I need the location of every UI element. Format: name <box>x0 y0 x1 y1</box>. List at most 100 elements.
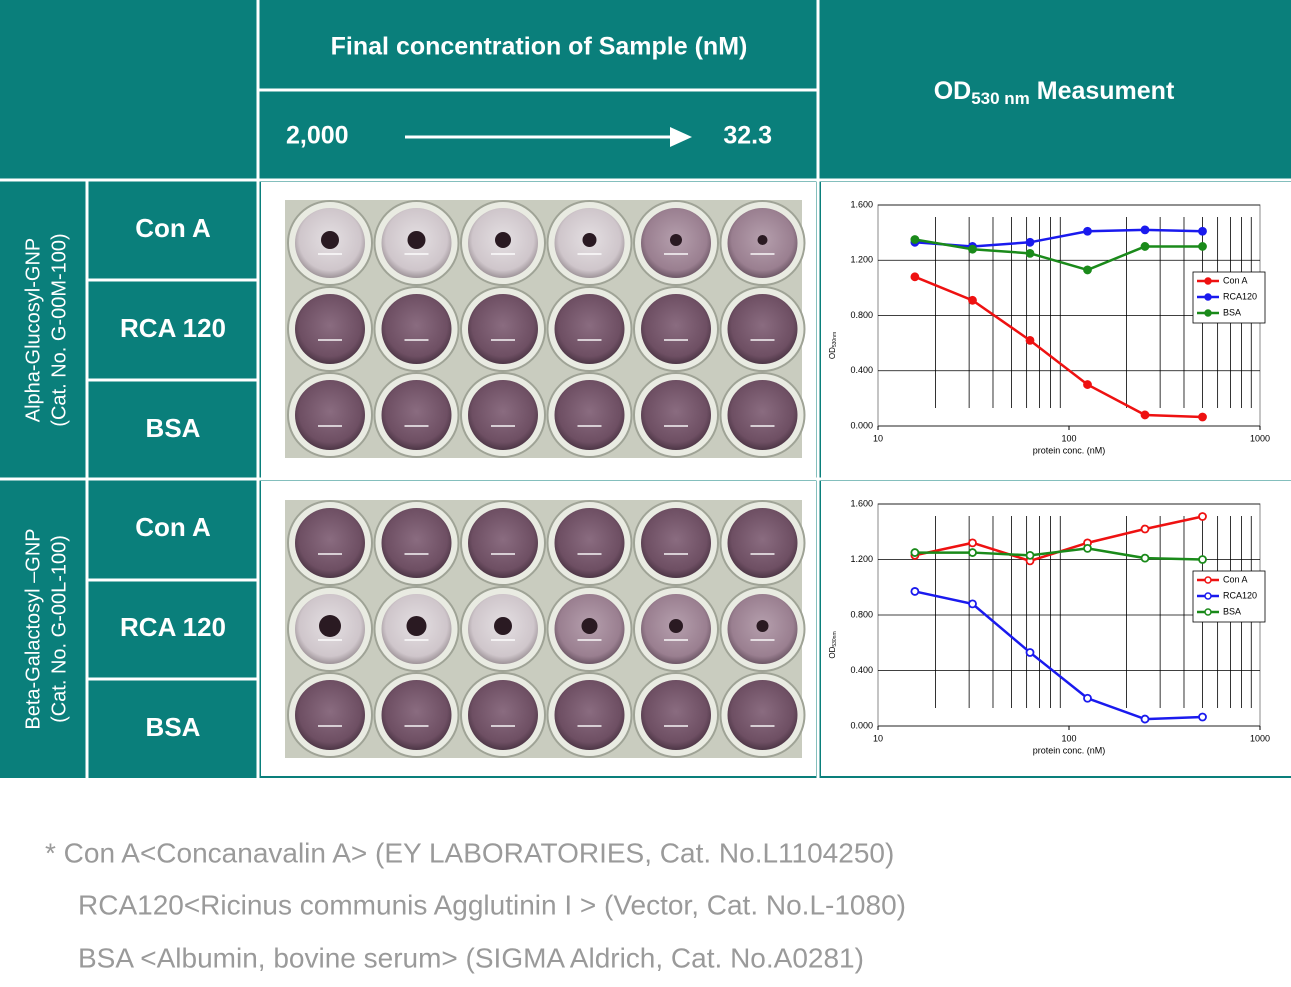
range-start: 2,000 <box>286 122 349 150</box>
legend-label: RCA120 <box>1223 291 1257 301</box>
series-line <box>914 228 1203 248</box>
x-tick-label: 100 <box>1061 433 1076 443</box>
well-glare <box>577 339 602 341</box>
footnote: * Con A<Concanavalin A> (EY LABORATORIES… <box>45 837 894 868</box>
row-label: BSA <box>146 712 201 742</box>
range-end: 32.3 <box>723 122 772 150</box>
well <box>381 380 452 450</box>
well-glare <box>491 639 515 641</box>
legend-label: RCA120 <box>1223 590 1257 600</box>
data-point <box>1083 380 1092 389</box>
well-glare <box>577 639 602 641</box>
y-axis-label: OD530nm <box>828 332 838 359</box>
y-tick-label: 0.000 <box>850 720 873 730</box>
data-point <box>1083 544 1092 553</box>
y-tick-label: 0.000 <box>850 420 873 430</box>
y-tick-label: 0.400 <box>850 365 873 375</box>
x-axis-label: protein conc. (nM) <box>1033 445 1106 455</box>
well-glare <box>750 553 775 555</box>
well-glare <box>404 339 429 341</box>
data-point <box>1198 226 1207 236</box>
data-point <box>1140 225 1150 235</box>
y-axis-label: OD530nm <box>828 631 838 658</box>
data-point <box>1140 524 1150 534</box>
data-point <box>1140 410 1150 420</box>
well-glare <box>318 339 342 341</box>
legend-label: Con A <box>1223 275 1248 285</box>
pellet <box>406 616 427 636</box>
data-point <box>910 548 920 557</box>
x-tick-label: 100 <box>1061 733 1076 743</box>
well-glare <box>491 725 515 727</box>
legend-label: Con A <box>1223 574 1248 584</box>
well-glare <box>750 253 775 255</box>
pellet <box>582 233 597 247</box>
row-label: Con A <box>135 512 211 542</box>
well <box>295 294 365 364</box>
well-glare <box>750 725 775 727</box>
pellet <box>670 234 682 246</box>
pellet <box>407 231 426 249</box>
data-point <box>1025 335 1035 345</box>
well-glare <box>750 339 775 341</box>
well-glare <box>664 725 688 727</box>
table-lines <box>0 0 1291 778</box>
row-label: RCA 120 <box>120 612 226 642</box>
series-line <box>914 547 1203 561</box>
well <box>381 294 452 364</box>
pellet <box>756 620 769 632</box>
row-label: RCA 120 <box>120 313 226 343</box>
well <box>641 508 711 578</box>
well-glare <box>404 639 429 641</box>
data-point <box>1025 550 1035 560</box>
legend-label: BSA <box>1223 606 1241 616</box>
y-tick-label: 1.600 <box>850 199 873 209</box>
well-glare <box>664 339 688 341</box>
data-point <box>968 599 977 609</box>
group-catalog: (Cat. No. G-00L-100) <box>48 535 70 723</box>
well <box>554 508 625 578</box>
pellet <box>669 619 683 633</box>
well <box>554 680 625 750</box>
series-line <box>914 238 1203 272</box>
well-glare <box>491 425 515 427</box>
legend-marker <box>1204 592 1212 600</box>
group-name: Beta-Galactosyl –GNP <box>22 528 44 729</box>
x-tick-label: 10 <box>873 433 883 443</box>
well-glare <box>750 425 775 427</box>
well <box>295 380 365 450</box>
y-tick-label: 1.200 <box>850 554 873 564</box>
well <box>641 294 711 364</box>
data-point <box>1140 714 1150 724</box>
data-point <box>1198 712 1207 722</box>
well-glare <box>318 425 342 427</box>
y-tick-label: 0.800 <box>850 609 873 619</box>
x-axis-label: protein conc. (nM) <box>1033 745 1106 755</box>
data-point <box>1198 512 1207 521</box>
pellet <box>757 235 768 245</box>
well <box>295 680 365 750</box>
well <box>641 380 711 450</box>
well <box>468 680 538 750</box>
well-glare <box>664 639 688 641</box>
y-tick-label: 1.600 <box>850 498 873 508</box>
group-name: Alpha-Glucosyl-GNP <box>22 238 44 423</box>
well-glare <box>491 339 515 341</box>
legend-label: BSA <box>1223 307 1241 317</box>
well-glare <box>318 725 342 727</box>
measurement-title: OD530 nm Measument <box>934 77 1175 109</box>
y-tick-label: 0.800 <box>850 310 873 320</box>
data-point <box>1025 248 1035 258</box>
row-label: Con A <box>135 213 211 243</box>
data-point <box>1025 237 1035 247</box>
data-point <box>910 235 920 244</box>
legend-marker <box>1204 277 1212 285</box>
data-point <box>1025 648 1035 657</box>
y-label-part: OD <box>828 347 837 359</box>
well <box>727 680 798 750</box>
data-point <box>968 548 977 557</box>
pellet <box>581 618 598 634</box>
x-tick-label: 1000 <box>1250 733 1270 743</box>
data-point <box>910 272 920 282</box>
